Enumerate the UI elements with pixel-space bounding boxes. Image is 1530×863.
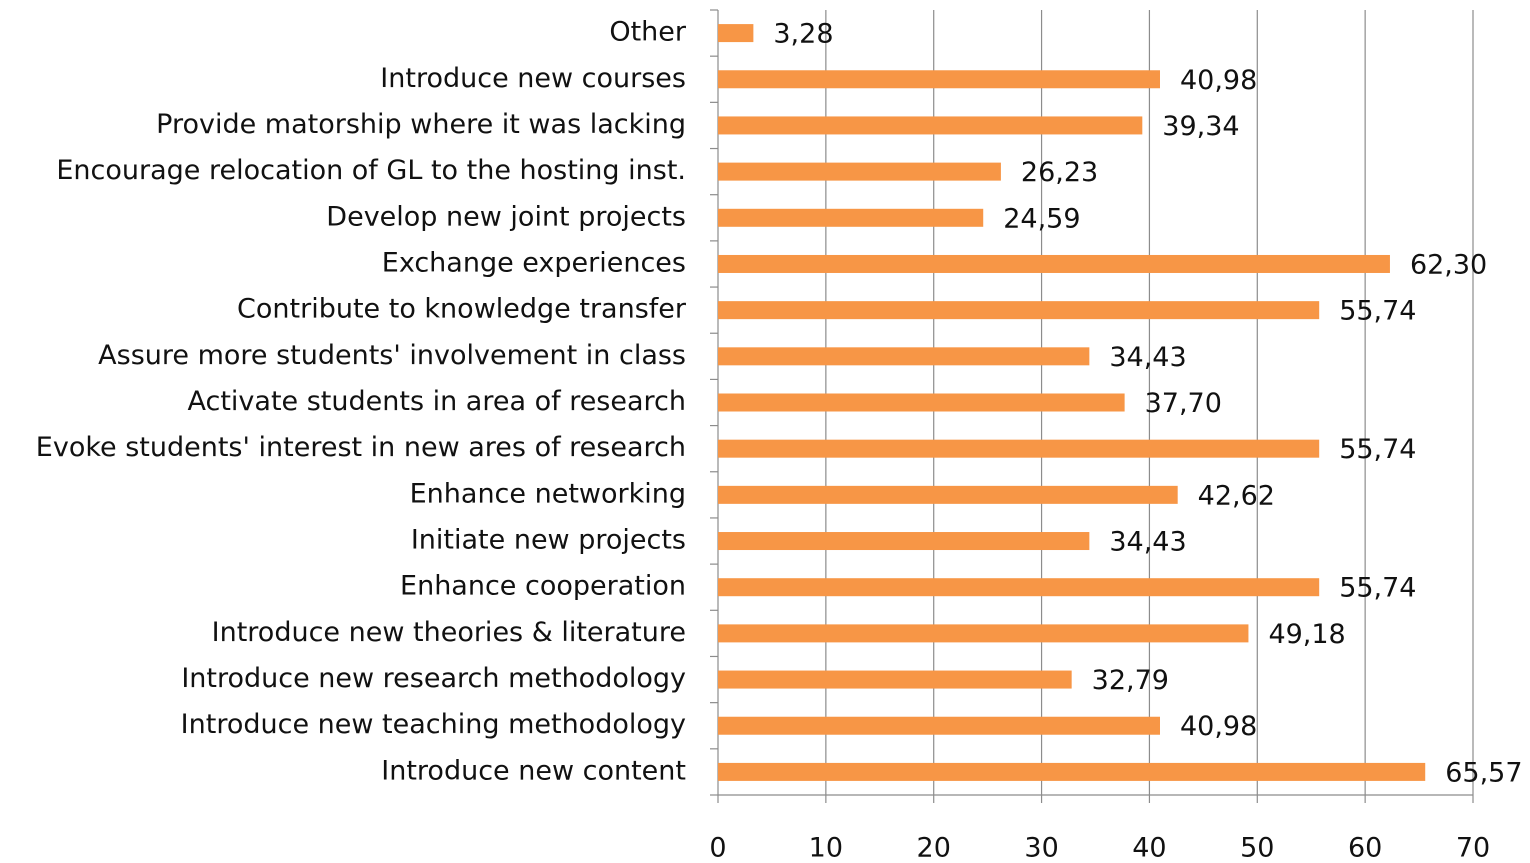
x-tick-label: 10	[809, 833, 843, 863]
category-label: Other	[609, 17, 687, 48]
value-label: 32,79	[1092, 665, 1169, 696]
category-label: Introduce new courses	[380, 63, 686, 94]
category-label: Introduce new theories & literature	[212, 617, 686, 648]
category-label: Provide matorship where it was lacking	[156, 109, 686, 140]
bar	[718, 393, 1125, 412]
value-label: 42,62	[1198, 480, 1275, 511]
value-label: 62,30	[1410, 249, 1487, 280]
x-tick-label: 60	[1348, 833, 1382, 863]
category-label: Introduce new research methodology	[181, 663, 686, 694]
value-label: 3,28	[773, 19, 833, 50]
value-label: 39,34	[1162, 111, 1239, 142]
value-label: 24,59	[1003, 203, 1080, 234]
x-tick-label: 0	[709, 833, 726, 863]
category-label: Enhance networking	[410, 478, 686, 509]
bar	[718, 24, 754, 43]
category-label: Exchange experiences	[382, 247, 686, 278]
category-label: Encourage relocation of GL to the hostin…	[56, 155, 686, 186]
value-label: 40,98	[1180, 711, 1257, 742]
bar	[718, 439, 1320, 458]
value-label: 55,74	[1339, 296, 1416, 327]
x-tick-label: 40	[1132, 833, 1166, 863]
value-label: 34,43	[1109, 342, 1186, 373]
bar	[718, 624, 1249, 643]
value-label: 49,18	[1268, 619, 1345, 650]
bar	[718, 532, 1090, 551]
category-label: Introduce new teaching methodology	[181, 709, 686, 740]
category-label: Activate students in area of research	[188, 386, 687, 417]
category-label: Contribute to knowledge transfer	[237, 294, 687, 325]
value-label: 26,23	[1021, 157, 1098, 188]
bar	[718, 485, 1178, 504]
x-tick-label: 70	[1456, 833, 1490, 863]
bar	[718, 670, 1072, 689]
bar	[718, 208, 984, 227]
x-tick-label: 20	[917, 833, 951, 863]
bar	[718, 347, 1090, 366]
category-label: Introduce new content	[381, 755, 686, 786]
bar	[718, 716, 1160, 735]
value-label: 65,57	[1445, 757, 1522, 788]
bar	[718, 301, 1320, 320]
value-label: 34,43	[1109, 527, 1186, 558]
value-label: 37,70	[1145, 388, 1222, 419]
category-label: Assure more students' involvement in cla…	[98, 340, 686, 371]
value-label: 40,98	[1180, 65, 1257, 96]
bar	[718, 116, 1143, 135]
bar	[718, 162, 1001, 181]
category-label: Develop new joint projects	[326, 201, 686, 232]
bar	[718, 254, 1390, 273]
value-label: 55,74	[1339, 434, 1416, 465]
bar	[718, 762, 1426, 781]
value-label: 55,74	[1339, 573, 1416, 604]
category-label: Enhance cooperation	[400, 571, 686, 602]
x-tick-label: 50	[1240, 833, 1274, 863]
bar	[718, 70, 1160, 89]
category-label: Evoke students' interest in new ares of …	[36, 432, 686, 463]
bar	[718, 578, 1320, 597]
category-label: Initiate new projects	[411, 525, 686, 556]
x-tick-label: 30	[1024, 833, 1058, 863]
